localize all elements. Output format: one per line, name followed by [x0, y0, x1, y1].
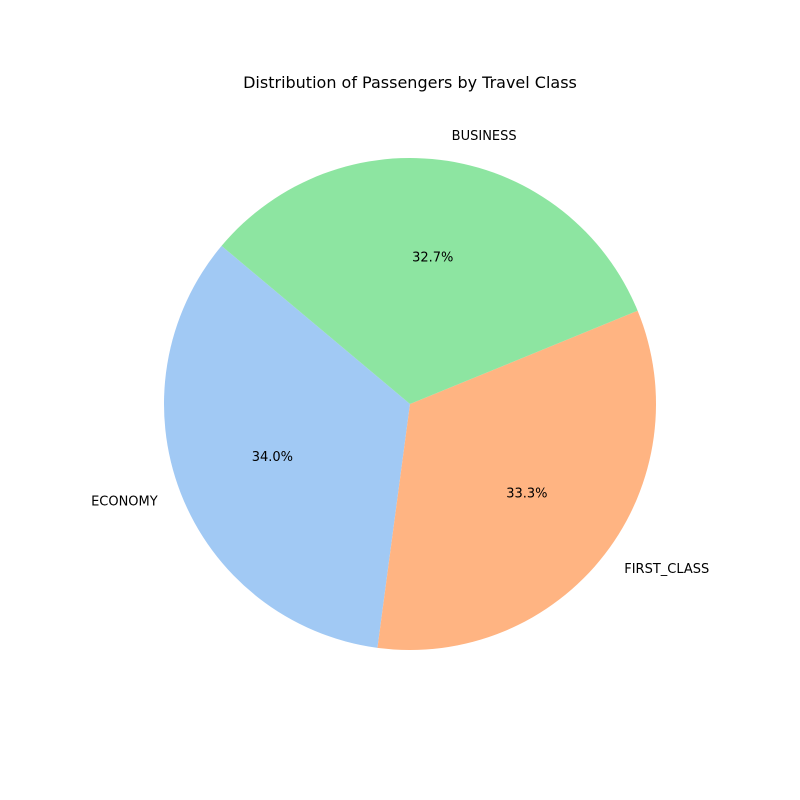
chart-title: Distribution of Passengers by Travel Cla…	[243, 73, 577, 92]
slice-label-economy: ECONOMY	[91, 494, 158, 509]
slice-percent-economy: 34.0%	[252, 450, 293, 465]
slice-label-first-class: FIRST_CLASS	[624, 562, 709, 577]
pie-slices	[163, 158, 656, 650]
pie-labels: ECONOMY 34.0% FIRST_CLASS 33.3% BUSINESS 32.7…	[91, 129, 709, 577]
pie-slice-business	[221, 158, 638, 404]
slice-percent-first-class: 33.3%	[506, 487, 547, 502]
slice-percent-business: 32.7%	[412, 251, 453, 266]
pie-slice-economy	[163, 245, 410, 648]
slice-label-business: BUSINESS	[452, 129, 517, 144]
pie-slice-first-class	[377, 310, 656, 650]
